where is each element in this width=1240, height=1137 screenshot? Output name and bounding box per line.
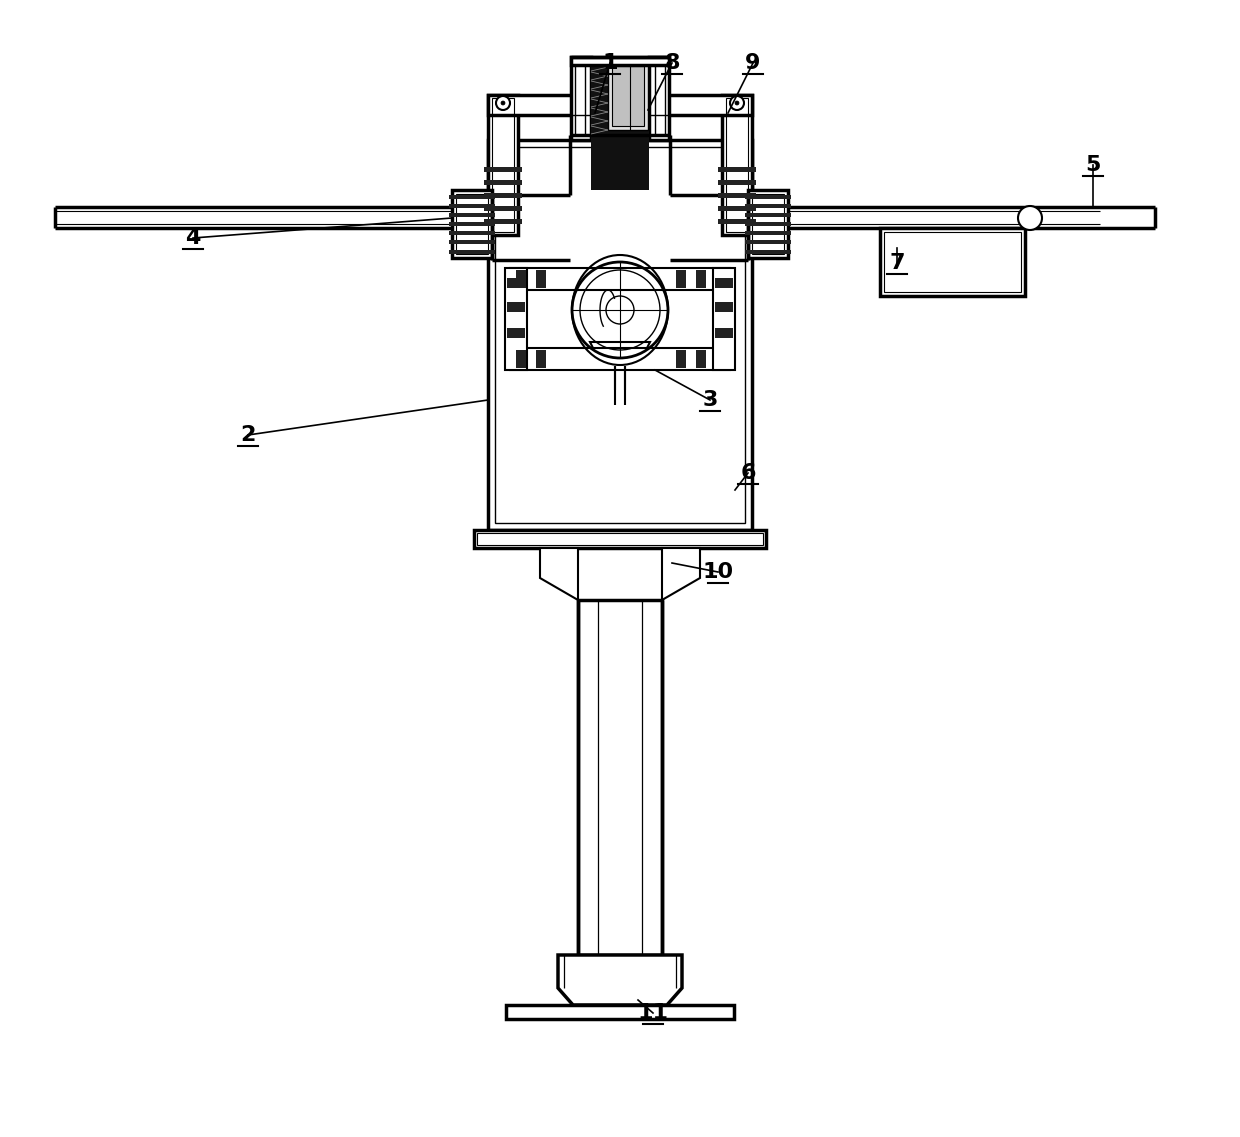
Text: 10: 10	[702, 562, 734, 582]
Bar	[718, 167, 756, 172]
Text: 1: 1	[603, 53, 618, 73]
Polygon shape	[662, 548, 701, 600]
Bar	[676, 350, 686, 368]
Bar	[713, 268, 735, 370]
Bar	[718, 193, 756, 198]
Bar	[751, 194, 784, 254]
Bar	[745, 204, 791, 208]
Bar	[456, 194, 489, 254]
Bar	[474, 530, 766, 548]
Bar	[507, 279, 525, 288]
Bar	[484, 206, 522, 211]
Bar	[745, 240, 791, 244]
Polygon shape	[590, 342, 650, 366]
Bar	[718, 206, 756, 211]
Bar	[718, 180, 756, 185]
Circle shape	[735, 101, 739, 105]
Bar	[516, 269, 526, 288]
Bar	[715, 302, 733, 312]
Bar	[745, 213, 791, 217]
Bar	[453, 190, 492, 258]
Bar	[506, 1005, 734, 1019]
Bar	[449, 204, 495, 208]
Bar	[449, 240, 495, 244]
Text: 3: 3	[702, 390, 718, 410]
Bar	[745, 250, 791, 254]
Text: 4: 4	[185, 229, 201, 248]
Bar	[536, 269, 546, 288]
Bar	[495, 147, 745, 523]
Bar	[722, 96, 751, 235]
Bar	[505, 268, 527, 370]
Bar	[449, 231, 495, 235]
Text: 7: 7	[889, 254, 905, 273]
Bar	[484, 180, 522, 185]
Circle shape	[501, 101, 505, 105]
Bar	[655, 57, 665, 135]
Circle shape	[1018, 206, 1042, 230]
Bar	[613, 66, 644, 126]
Text: 8: 8	[665, 53, 680, 73]
Bar	[608, 63, 649, 130]
Bar	[477, 533, 763, 545]
Bar	[449, 250, 495, 254]
Text: 5: 5	[1085, 155, 1101, 175]
Bar	[715, 279, 733, 288]
Bar	[516, 350, 526, 368]
Circle shape	[730, 96, 744, 110]
Bar	[489, 96, 751, 115]
Bar	[489, 96, 518, 235]
Bar	[449, 222, 495, 226]
Bar	[575, 57, 585, 135]
Bar	[484, 193, 522, 198]
Bar	[696, 350, 706, 368]
Bar	[578, 600, 662, 955]
Bar	[510, 268, 730, 290]
Bar	[696, 269, 706, 288]
Bar	[880, 229, 1025, 296]
Bar	[507, 327, 525, 338]
Bar	[745, 231, 791, 235]
Bar	[884, 232, 1021, 292]
Bar	[745, 196, 791, 199]
Text: 2: 2	[241, 425, 255, 445]
Bar	[484, 219, 522, 224]
Bar	[507, 302, 525, 312]
Bar	[591, 60, 649, 190]
Bar	[449, 196, 495, 199]
Bar	[715, 327, 733, 338]
Bar	[510, 348, 730, 370]
Polygon shape	[539, 548, 578, 600]
Bar	[570, 57, 670, 65]
Bar	[676, 269, 686, 288]
Bar	[489, 140, 751, 530]
Bar	[492, 98, 515, 232]
Bar	[484, 167, 522, 172]
Circle shape	[496, 96, 510, 110]
Bar	[748, 190, 787, 258]
Bar	[649, 57, 670, 140]
Bar	[449, 213, 495, 217]
Bar	[745, 222, 791, 226]
Bar	[536, 350, 546, 368]
Text: 11: 11	[637, 1003, 668, 1023]
Bar	[570, 57, 591, 140]
Bar	[725, 98, 748, 232]
Text: 6: 6	[740, 463, 755, 483]
Polygon shape	[558, 955, 682, 1005]
Bar	[718, 219, 756, 224]
Text: 9: 9	[745, 53, 760, 73]
